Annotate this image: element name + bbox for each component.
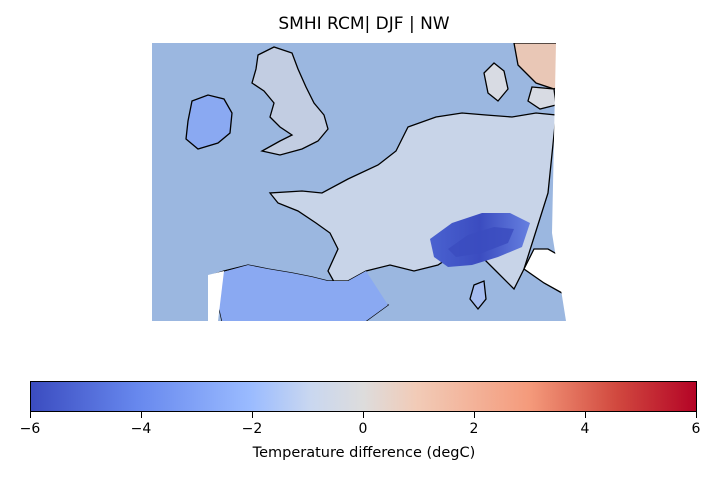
- colorbar-tick: [585, 412, 586, 418]
- domain-mask-southwest: [208, 271, 224, 321]
- colorbar-tick-label: 2: [469, 421, 479, 437]
- colorbar-tick: [474, 412, 475, 418]
- temperature-difference-map: [152, 43, 576, 321]
- colorbar-tick: [363, 412, 364, 418]
- colorbar-tick-label: −6: [19, 421, 41, 437]
- colorbar-tick: [252, 412, 253, 418]
- denmark-land: [483, 62, 509, 102]
- colorbar-tick-label: 6: [691, 421, 701, 437]
- colorbar-tick-label: 0: [358, 421, 368, 437]
- colorbar-label: Temperature difference (degC): [252, 445, 476, 461]
- colorbar-tick: [30, 412, 31, 418]
- colorbar-tick-label: 4: [580, 421, 590, 437]
- colorbar-tick: [696, 412, 697, 418]
- corsica-land: [469, 280, 487, 311]
- domain-mask-east: [552, 43, 576, 321]
- iberia-land: [212, 265, 388, 321]
- colorbar-tick-label: −4: [130, 421, 152, 437]
- great-britain-land: [251, 46, 329, 156]
- ireland-land: [185, 94, 233, 150]
- alps-core: [448, 227, 514, 257]
- map-title: SMHI RCM| DJF | NW: [278, 14, 450, 34]
- colorbar-tick: [141, 412, 142, 418]
- colorbar: [30, 381, 697, 412]
- colorbar-tick-label: −2: [241, 421, 263, 437]
- sweden-south-land: [527, 86, 557, 110]
